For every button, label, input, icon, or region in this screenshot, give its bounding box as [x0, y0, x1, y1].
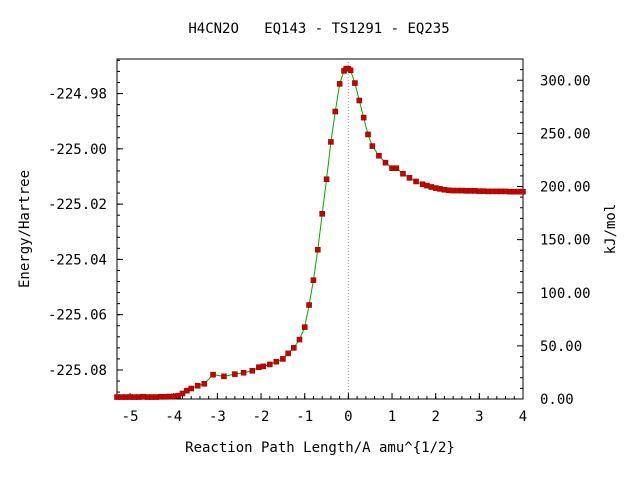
- data-point: [188, 385, 195, 392]
- x-tick-label: -3: [209, 409, 226, 425]
- x-tick-label: 2: [431, 409, 439, 425]
- x-axis-label: Reaction Path Length/A amu^{1/2}: [185, 440, 455, 456]
- y2-tick-label: 100.00: [540, 286, 591, 302]
- data-point: [296, 336, 303, 343]
- data-point: [319, 211, 325, 217]
- x-tick-label: 0: [344, 409, 352, 425]
- x-tick-label: 4: [519, 409, 527, 425]
- data-point: [315, 246, 321, 253]
- y-tick-label: -225.02: [48, 197, 107, 213]
- y-tick-label: -224.98: [48, 87, 107, 103]
- y-tick-label: -225.08: [48, 363, 107, 379]
- y-axis-label: Energy/Hartree: [17, 170, 33, 288]
- data-point: [400, 170, 406, 177]
- y2-axis-label: kJ/mol: [603, 204, 619, 255]
- data-point: [280, 356, 286, 362]
- y-axis-right: 0.00 50.00 100.00 150.00 200.00 250.00 300.00: [517, 58, 591, 408]
- x-tick-label: 3: [475, 409, 483, 425]
- chart-title: H4CN2O EQ143 - TS1291 - EQ235: [188, 21, 449, 37]
- data-point: [328, 139, 334, 145]
- x-tick-label: -2: [253, 409, 270, 425]
- data-point: [306, 302, 312, 308]
- data-point: [356, 97, 363, 104]
- data-point: [201, 380, 208, 387]
- data-point: [336, 81, 343, 87]
- data-point: [360, 114, 367, 121]
- data-point: [260, 363, 267, 370]
- data-point: [232, 371, 238, 377]
- y2-tick-label: 150.00: [540, 233, 591, 249]
- data-point: [310, 277, 317, 283]
- data-point: [413, 178, 419, 185]
- data-point: [393, 165, 400, 171]
- data-point: [332, 108, 339, 115]
- data-point: [221, 373, 227, 380]
- data-point: [266, 361, 273, 368]
- data-point: [406, 175, 413, 181]
- data-point: [273, 358, 280, 365]
- series-line: [117, 68, 523, 398]
- y2-tick-label: 0.00: [540, 392, 574, 408]
- x-tick-label: -4: [165, 409, 182, 425]
- energy-series: [114, 65, 526, 400]
- x-tick-label: -1: [296, 409, 313, 425]
- y-tick-label: -225.00: [48, 142, 107, 158]
- y2-tick-label: 250.00: [540, 126, 591, 142]
- data-point: [347, 67, 354, 74]
- y-axis-left: -225.08 -225.06 -225.04 -225.02 -225.00 -224.…: [48, 59, 123, 393]
- y-tick-label: -225.06: [48, 308, 107, 324]
- data-point: [210, 371, 216, 378]
- data-point: [301, 324, 308, 330]
- y2-tick-label: 50.00: [540, 339, 582, 355]
- data-point: [352, 80, 358, 86]
- data-point: [382, 159, 389, 166]
- data-point: [369, 143, 376, 149]
- data-point: [285, 350, 291, 357]
- data-point: [240, 369, 247, 376]
- y2-tick-label: 300.00: [540, 73, 591, 89]
- data-point: [365, 131, 371, 138]
- data-point: [291, 345, 297, 351]
- x-tick-label: -5: [122, 409, 139, 425]
- data-point: [376, 152, 382, 159]
- data-point: [520, 188, 526, 195]
- y2-tick-label: 200.00: [540, 180, 591, 196]
- data-point: [323, 176, 330, 183]
- x-tick-label: 1: [388, 409, 396, 425]
- x-axis: -5 -4 -3 -2 -1 0 1 2 3 4: [120, 393, 527, 425]
- data-point: [249, 367, 256, 374]
- y-tick-label: -225.04: [48, 252, 107, 268]
- data-point: [194, 382, 201, 389]
